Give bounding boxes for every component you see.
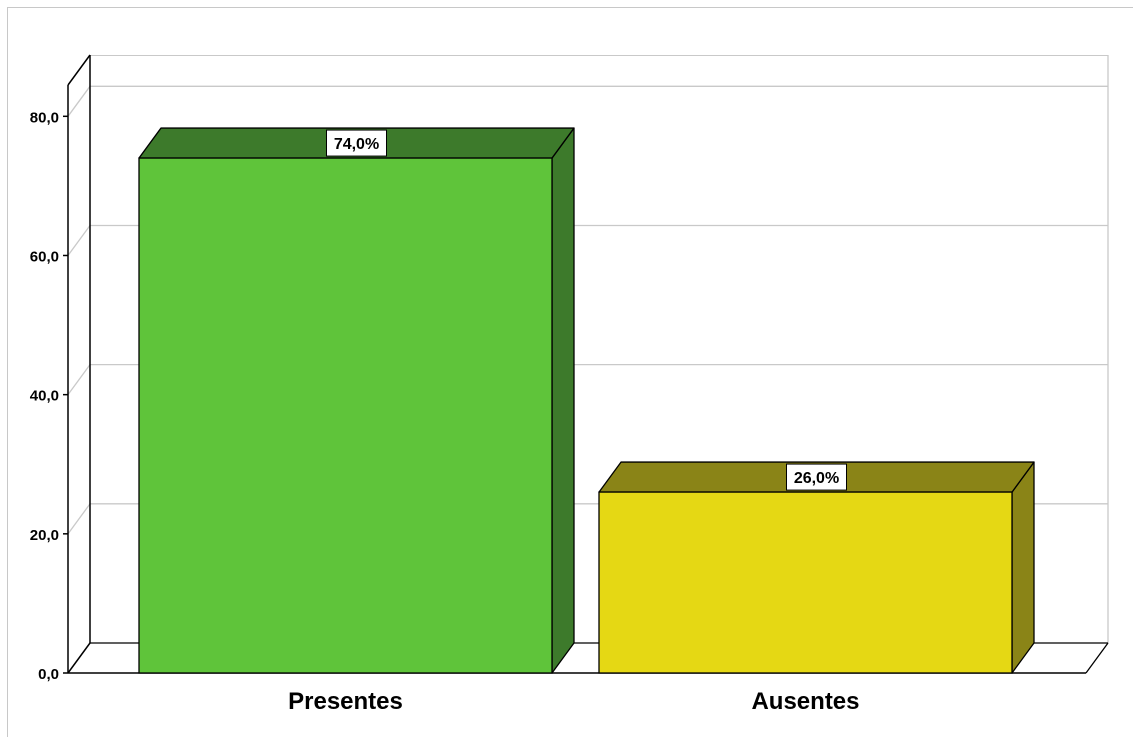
gridline-side: [67, 364, 91, 396]
gridline-side: [67, 225, 91, 256]
y-tick-label: 40,0: [30, 388, 59, 405]
y-tick-label: 0,0: [38, 666, 59, 683]
label-layer: 74,0% Presentes 26,0% Ausentes: [288, 129, 860, 715]
chart-frame: [7, 7, 1133, 737]
y-tick-label: 20,0: [30, 527, 59, 544]
gridline-side: [67, 503, 91, 535]
y-tick-label: 60,0: [30, 248, 59, 265]
bar: [138, 157, 553, 674]
side-wall-top-edge: [67, 54, 91, 86]
bar-layer: [138, 127, 1035, 674]
data-label: 74,0%: [334, 136, 379, 153]
gridline-side: [67, 85, 91, 117]
bar: [598, 491, 1013, 674]
floor-right-edge: [1085, 642, 1109, 674]
side-wall-bottom-edge: [67, 642, 91, 674]
x-tick-label: Presentes: [288, 688, 403, 715]
data-label: 26,0%: [794, 470, 839, 487]
y-tick-label: 80,0: [30, 109, 59, 126]
data-label-box: [786, 463, 847, 491]
data-label-box: [326, 129, 387, 157]
x-tick-label: Ausentes: [751, 688, 859, 715]
